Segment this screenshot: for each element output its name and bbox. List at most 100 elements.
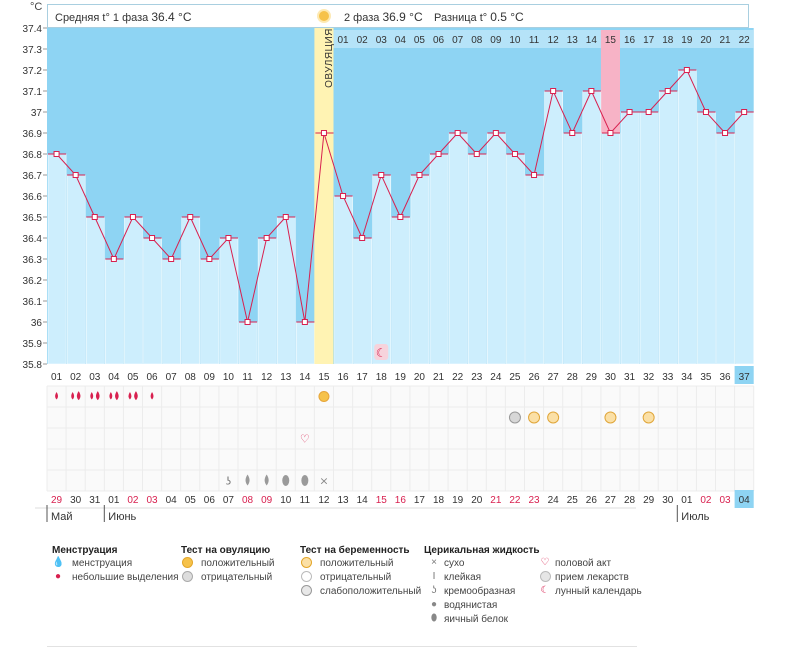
- phase2-day-label: 10: [509, 35, 521, 46]
- calendar-date-label: 01: [681, 495, 693, 506]
- cycle-day-label: 25: [509, 372, 521, 383]
- calendar-date-label: 28: [624, 495, 636, 506]
- temperature-point: [244, 319, 251, 325]
- legend-ovulation-positive: положительный: [201, 558, 275, 569]
- legend-pregnancy-negative: отрицательный: [320, 572, 392, 583]
- temperature-point: [722, 130, 729, 136]
- legend-spotting-item: небольшие выделения: [72, 572, 179, 583]
- phase2-summary: 2 фаза 36.9 °C: [344, 10, 423, 24]
- cycle-day-label: 15: [318, 372, 330, 383]
- temperature-point: [359, 235, 366, 241]
- calendar-date-label: 22: [509, 495, 521, 506]
- phase2-day-label: 15: [605, 35, 617, 46]
- marker-grid-bg: [47, 386, 754, 491]
- calendar-date-label: 31: [89, 495, 101, 506]
- y-tick-label: 35.9: [23, 339, 43, 350]
- temperature-bar: [716, 132, 735, 365]
- temperature-point: [588, 88, 595, 94]
- cycle-day-label: 37: [739, 372, 751, 383]
- pregnancy-test-negative-icon: [300, 571, 312, 583]
- temperature-point: [378, 172, 385, 178]
- moon-icon: ☾: [376, 346, 387, 360]
- temperature-point: [569, 130, 576, 136]
- phase2-day-highlight: [600, 30, 620, 48]
- phase2-day-label: 16: [624, 35, 636, 46]
- temperature-point: [187, 214, 194, 220]
- calendar-date-label: 05: [185, 495, 197, 506]
- phase2-day-label: 17: [643, 35, 655, 46]
- phase2-header-row: [333, 30, 754, 48]
- today-date-bg: [734, 490, 754, 508]
- temperature-bar: [678, 69, 697, 365]
- today-cycle-day-bg: [734, 366, 754, 384]
- calendar-date-label: 07: [223, 495, 235, 506]
- temperature-point: [72, 172, 79, 178]
- calendar-date-label: 26: [586, 495, 598, 506]
- temperature-bar: [143, 237, 162, 365]
- phase2-day-label: 08: [471, 35, 483, 46]
- phase2-day-label: 07: [452, 35, 464, 46]
- temperature-bar: [429, 153, 449, 365]
- cycle-day-label: 22: [452, 372, 464, 383]
- watery-drop-icon: [264, 474, 269, 486]
- temperature-summary-bar: Средняя t° 1 фаза 36.4 °C 2 фаза 36.9 °C…: [47, 4, 749, 28]
- temperature-point: [511, 151, 518, 157]
- legend-cervical-eggwhite: яичный белок: [444, 614, 509, 625]
- calendar-date-label: 18: [433, 495, 445, 506]
- cycle-day-label: 35: [700, 372, 712, 383]
- temperature-point: [741, 109, 748, 115]
- egg-white-icon: [282, 475, 290, 486]
- menstruation-drop-icon: [71, 392, 75, 400]
- menstruation-drop-icon: [128, 392, 132, 400]
- y-axis-unit-label: °C: [30, 1, 42, 13]
- temperature-bar: [47, 153, 67, 365]
- cycle-day-label: 06: [146, 372, 158, 383]
- phase2-day-label: 06: [433, 35, 445, 46]
- legend-pregnancy-weak: слабоположительный: [320, 586, 422, 597]
- calendar-date-label: 27: [605, 495, 617, 506]
- footer-divider: [47, 646, 637, 647]
- cycle-day-label: 01: [51, 372, 63, 383]
- difference-value: 0.5 °C: [490, 10, 524, 24]
- legend-cervical-watery: водянистая: [444, 600, 498, 611]
- y-tick-label: 37: [31, 108, 43, 119]
- creamy-icon: ʖ: [431, 585, 437, 596]
- temperature-bar: [162, 258, 181, 365]
- pregnancy-test-icon: [508, 411, 521, 424]
- y-tick-label: 36.8: [23, 150, 43, 161]
- temperature-point: [645, 109, 652, 115]
- heart-icon: ♡: [300, 433, 310, 446]
- legend-menstruation-item: менструация: [72, 558, 133, 569]
- temperature-bar: [697, 111, 716, 365]
- temperature-point: [149, 235, 156, 241]
- legend-intercourse: половой акт: [555, 558, 612, 569]
- cycle-day-label: 07: [166, 372, 178, 383]
- temperature-bar: [506, 153, 525, 365]
- temperature-point: [454, 130, 461, 136]
- phase2-day-label: 18: [662, 35, 674, 46]
- menstruation-drop-icon: [109, 392, 113, 400]
- temperature-bar: [601, 132, 621, 365]
- cycle-day-label: 13: [280, 372, 292, 383]
- cycle-day-label: 03: [89, 372, 101, 383]
- temperature-point: [607, 130, 614, 136]
- temperature-bar: [620, 111, 640, 365]
- menstruation-drop-icon: [134, 391, 138, 401]
- temperature-bar: [525, 174, 544, 365]
- phase1-summary: Средняя t° 1 фаза 36.4 °C: [55, 10, 192, 24]
- calendar-date-label: 30: [662, 495, 674, 506]
- pregnancy-test-icon: [604, 411, 617, 424]
- temperature-bar: [85, 216, 105, 365]
- calendar-date-label: 21: [490, 495, 502, 506]
- phase2-day-label: 04: [395, 35, 407, 46]
- cycle-day-label: 24: [490, 372, 502, 383]
- temperature-bar: [219, 237, 239, 365]
- watery-drop-icon: [245, 474, 250, 486]
- dry-cross-icon: ×: [431, 557, 437, 568]
- cycle-day-label: 28: [567, 372, 579, 383]
- calendar-date-label: 12: [318, 495, 330, 506]
- y-tick-label: 36.6: [23, 192, 43, 203]
- temperature-bar: [296, 321, 315, 365]
- temperature-point: [683, 67, 690, 73]
- pregnancy-test-positive-icon: [300, 557, 312, 569]
